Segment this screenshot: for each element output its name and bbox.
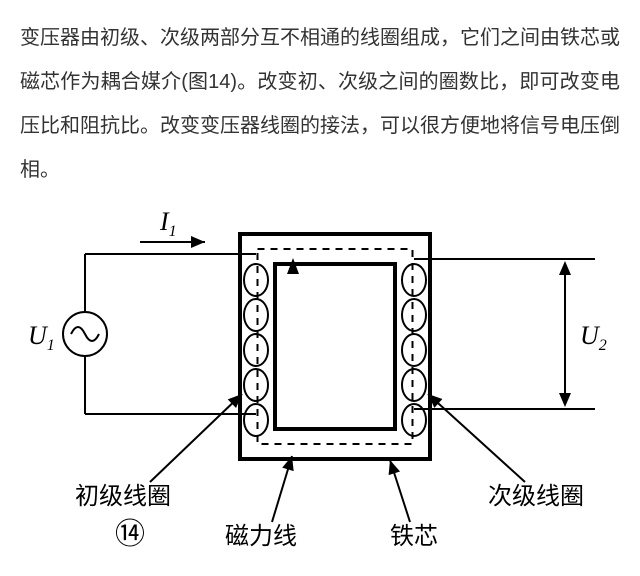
- label-i1: I1: [159, 207, 177, 240]
- pointer-secondary-coil: [428, 394, 525, 482]
- u2-arrowhead-bottom: [559, 393, 571, 407]
- figure-number: ⑭: [115, 518, 145, 551]
- label-primary-coil: 初级线圈: [75, 483, 171, 510]
- label-core: 铁芯: [390, 523, 438, 550]
- primary-coil-loops: [244, 264, 268, 436]
- pointer-core-arrowhead: [389, 460, 400, 475]
- secondary-coil-loops: [402, 264, 426, 436]
- label-u2: U2: [580, 321, 607, 354]
- transformer-diagram: I1 U1 U2 初级线圈 次级线圈 磁力线 铁芯 ⑭: [20, 204, 620, 554]
- core-inner-rect: [275, 264, 395, 429]
- description-paragraph: 变压器由初级、次级两部分互不相通的线圈组成，它们之间由铁芯或磁芯作为耦合媒介(图…: [20, 16, 620, 192]
- i1-arrowhead: [191, 236, 205, 248]
- u2-arrowhead-top: [559, 261, 571, 275]
- label-secondary-coil: 次级线圈: [488, 483, 584, 510]
- pointer-primary-coil: [150, 394, 242, 482]
- flux-lines-rect: [258, 249, 413, 444]
- label-u1: U1: [28, 321, 55, 354]
- label-flux-lines: 磁力线: [225, 523, 297, 550]
